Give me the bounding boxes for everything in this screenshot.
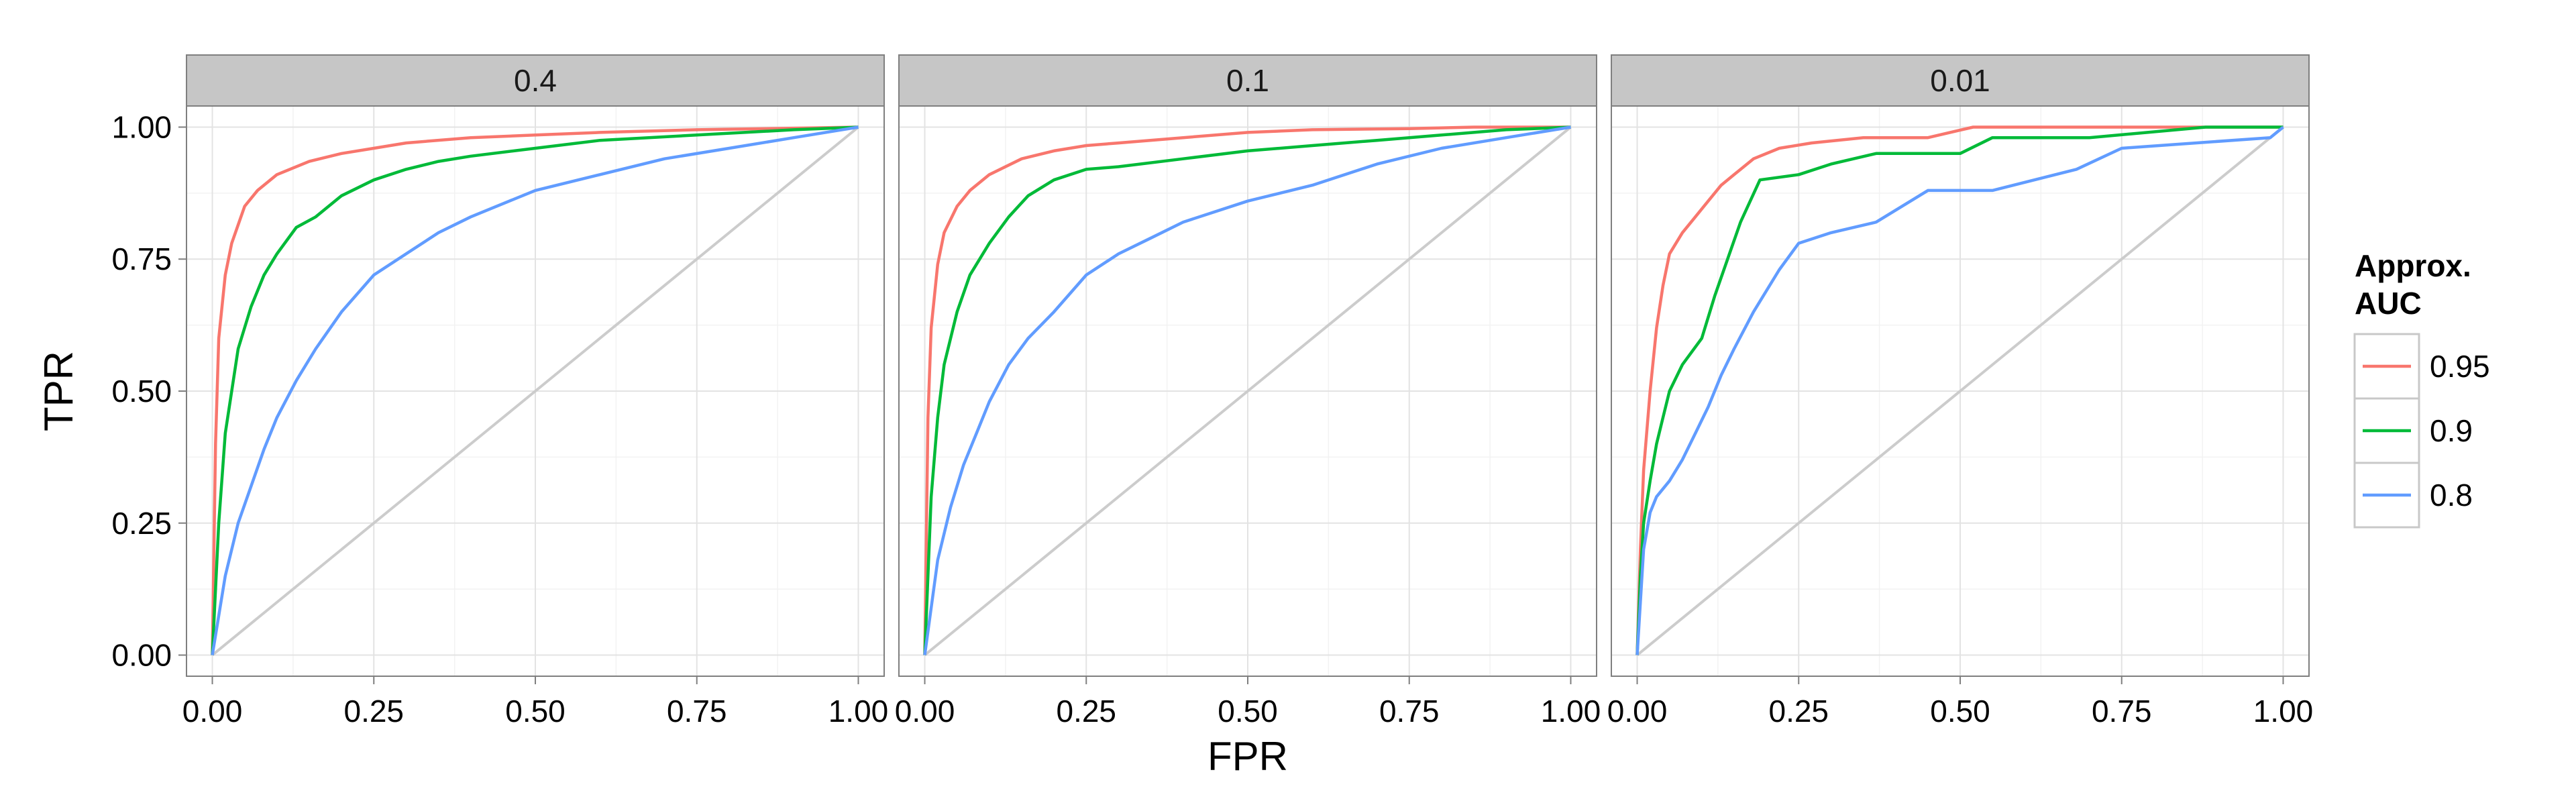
y-axis-title: TPR (36, 351, 81, 431)
roc-line-auc-0_8 (1635, 125, 2284, 655)
facet-strip (898, 54, 1597, 107)
x-tick-label: 0.00 (182, 694, 243, 729)
x-axis-title: FPR (1208, 734, 1288, 779)
legend-title-line: Approx. (2355, 248, 2471, 283)
x-tick-label: 0.50 (505, 694, 566, 729)
x-tick-label: 1.00 (2253, 694, 2314, 729)
roc-line-auc-0_9 (211, 125, 859, 655)
roc-line-auc-0_9 (923, 125, 1571, 655)
legend-label: 0.95 (2430, 349, 2490, 384)
roc-line-auc-0_95 (923, 125, 1571, 655)
x-tick-label: 0.25 (1768, 694, 1829, 729)
y-tick-label: 0.00 (111, 638, 172, 673)
roc-line-auc-0_95 (211, 125, 859, 655)
facet-panel-2: 0.01 0.00 0.25 0.50 0.75 1.00 (1607, 54, 2314, 729)
facet-panel-1: 0.1 0.00 0.25 0.50 0.75 1.00 (895, 54, 1601, 729)
x-tick-label: 0.75 (2092, 694, 2152, 729)
y-tick-label: 1.00 (111, 109, 172, 144)
y-tick-label: 0.75 (111, 241, 172, 276)
facet-strip-label: 0.01 (1930, 63, 1990, 98)
roc-line-auc-0_8 (923, 125, 1571, 655)
y-tick-label: 0.25 (111, 506, 172, 541)
facet-strip (186, 54, 885, 107)
diagonal-reference-line (924, 125, 1572, 657)
roc-line-auc-0_8 (211, 125, 859, 655)
x-tick-label: 0.50 (1930, 694, 1990, 729)
legend-label: 0.8 (2430, 478, 2473, 513)
y-tick-label: 0.50 (111, 374, 172, 409)
x-tick-label: 0.75 (1379, 694, 1440, 729)
x-tick-label: 0.75 (667, 694, 727, 729)
x-tick-label: 0.25 (343, 694, 404, 729)
facet-strip (1611, 54, 2310, 107)
x-tick-label: 0.00 (1607, 694, 1668, 729)
facet-panel-0: 0.4 0.00 0.25 0.50 0.75 1.00 (182, 54, 889, 729)
legend-title-line: AUC (2355, 286, 2422, 321)
x-tick-label: 1.00 (1541, 694, 1601, 729)
diagonal-reference-line (1636, 125, 2284, 657)
legend-label: 0.9 (2430, 413, 2473, 448)
x-tick-label: 0.25 (1056, 694, 1116, 729)
facet-strip-label: 0.1 (1226, 63, 1269, 98)
facet-strip-label: 0.4 (514, 63, 557, 98)
diagonal-reference-line (211, 125, 859, 657)
roc-line-auc-0_95 (1635, 125, 2284, 655)
x-tick-label: 0.50 (1218, 694, 1278, 729)
x-tick-label: 1.00 (828, 694, 889, 729)
x-tick-label: 0.00 (895, 694, 955, 729)
roc-line-auc-0_9 (1635, 125, 2284, 655)
